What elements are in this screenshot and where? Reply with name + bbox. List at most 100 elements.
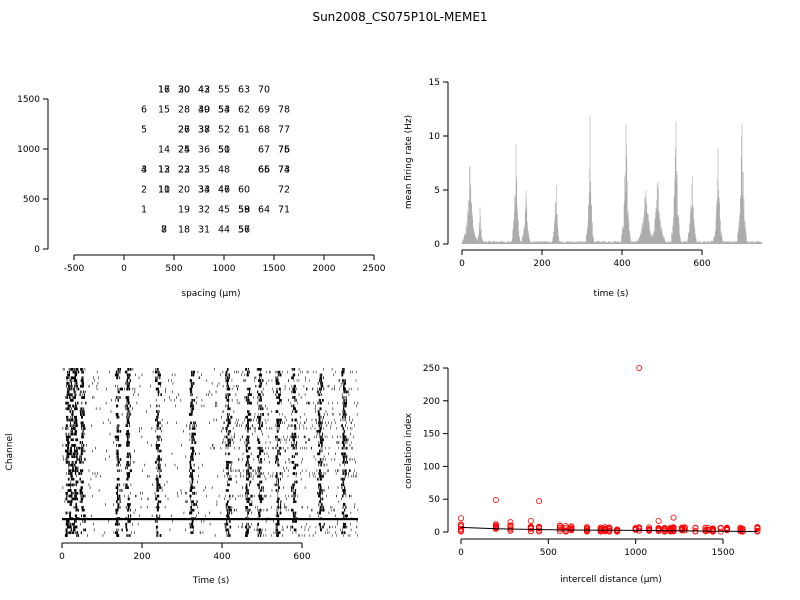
electrode-label: 15: [158, 105, 170, 116]
layout-x-axis-label: spacing (µm): [181, 289, 240, 299]
firing-rate-bars: [461, 114, 763, 244]
electrode-label: 32: [198, 205, 210, 216]
electrode-label: 30: [178, 85, 190, 96]
electrode-label: 27: [178, 125, 190, 136]
electrode-label: 22: [178, 165, 190, 176]
electrode-label: 1: [141, 205, 147, 216]
layout-x-tick-label: 1500: [263, 264, 286, 274]
layout-x-tick-label: 2000: [313, 264, 336, 274]
electrode-label: 62: [238, 105, 250, 116]
electrode-label: 31: [198, 225, 210, 236]
rate-y-tick-label: 15: [429, 78, 440, 88]
rate-x-tick-label: 200: [533, 259, 550, 269]
electrode-label: 28: [178, 105, 190, 116]
electrode-label: 38: [198, 125, 210, 136]
electrode-label: 60: [238, 185, 250, 196]
electrode-label: 52: [218, 125, 230, 136]
electrode-label: 40: [198, 105, 210, 116]
electrode-label: 63: [238, 85, 250, 96]
electrode-label: 3: [141, 165, 147, 176]
electrode-label: 7: [161, 225, 167, 236]
electrode-label: 26: [178, 125, 190, 136]
rate-y-tick-label: 10: [429, 132, 441, 142]
electrode-label: 66: [258, 165, 270, 176]
electrode-label: 4: [141, 165, 147, 176]
electrode-label: 18: [178, 225, 190, 236]
rate-y-tick-label: 5: [434, 186, 440, 196]
layout-x-tick-label: 0: [121, 264, 127, 274]
electrode-label: 35: [198, 165, 210, 176]
electrode-label: 16: [158, 85, 170, 96]
electrode-label: 10: [158, 185, 170, 196]
firing-rate-panel: 0 200 400 600 0 5 10 15 time (s) mean firing ra…: [404, 78, 763, 299]
electrode-label: 55: [218, 85, 230, 96]
electrode-label: 37: [198, 125, 210, 136]
electrode-label: 23: [178, 165, 190, 176]
electrode-label: 67: [258, 145, 270, 156]
rate-x-axis-label: time (s): [594, 289, 629, 299]
electrode-label: 14: [158, 145, 170, 156]
electrode-label: 20: [178, 85, 190, 96]
electrode-label: 56: [238, 225, 250, 236]
layout-y-tick-label: 1500: [17, 95, 40, 105]
electrode-label: 73: [278, 165, 290, 176]
electrode-label: 58: [238, 205, 250, 216]
electrode-label: 19: [178, 205, 190, 216]
electrode-label: 70: [258, 85, 270, 96]
electrode-label: 48: [218, 165, 230, 176]
layout-y-tick-label: 0: [34, 245, 40, 255]
electrode-label: 71: [278, 205, 290, 216]
electrode-label: 76: [278, 145, 290, 156]
layout-x-tick-label: 2500: [363, 264, 386, 274]
electrode-label: 51: [218, 145, 230, 156]
electrode-label: 2: [141, 185, 147, 196]
electrode-label: 50: [218, 145, 230, 156]
electrode-label: 54: [218, 105, 230, 116]
layout-y-tick-label: 500: [23, 195, 40, 205]
electrode-label: 77: [278, 125, 290, 136]
rate-x-tick-label: 0: [459, 259, 465, 269]
electrode-label: 11: [158, 185, 170, 196]
electrode-label: 46: [218, 185, 230, 196]
electrode-label: 24: [178, 145, 190, 156]
electrode-label: 17: [158, 85, 170, 96]
rate-axes: 0 200 400 600 0 5 10 15: [429, 78, 711, 269]
electrode-label: 75: [278, 145, 290, 156]
electrode-label: 13: [158, 165, 170, 176]
electrode-label: 12: [158, 165, 170, 176]
page-title: Sun2008_CS075P10L-MEME1: [312, 10, 488, 24]
layout-x-tick-label: 500: [165, 264, 182, 274]
spike-raster: [62, 368, 359, 537]
electrode-label: 6: [141, 105, 147, 116]
rate-x-tick-label: 400: [613, 259, 630, 269]
electrode-label: 74: [278, 165, 290, 176]
rate-y-axis-label: mean firing rate (Hz): [404, 115, 414, 209]
electrode-label: 53: [218, 105, 230, 116]
electrode-label: 68: [258, 125, 270, 136]
electrode-label: 39: [198, 105, 210, 116]
electrode-label: 59: [238, 205, 250, 216]
layout-x-tick-label: 1000: [213, 264, 236, 274]
electrode-label: 64: [258, 205, 270, 216]
raster-panel: 0 200 400 600 Time (s) Channel: [5, 368, 359, 586]
electrode-label: 69: [258, 105, 270, 116]
electrode-label: 72: [278, 185, 290, 196]
electrode-label: 47: [218, 185, 230, 196]
electrode-label: 20: [178, 185, 190, 196]
layout-y-tick-label: 1000: [17, 145, 40, 155]
electrode-label: 8: [161, 225, 167, 236]
layout-axes: -500 0 500 1000 1500 2000 2500 0 500 1000 1500: [17, 95, 386, 274]
layout-x-tick-label: -500: [64, 264, 85, 274]
electrode-label: 65: [258, 165, 270, 176]
electrode-label: 34: [198, 185, 210, 196]
electrode-label: 78: [278, 105, 290, 116]
rate-y-tick-label: 0: [434, 240, 440, 250]
electrode-label: 33: [198, 185, 210, 196]
rate-x-tick-label: 600: [693, 259, 710, 269]
electrode-label: 45: [218, 205, 230, 216]
electrode-label: 44: [218, 225, 230, 236]
electrode-label: 42: [198, 85, 210, 96]
